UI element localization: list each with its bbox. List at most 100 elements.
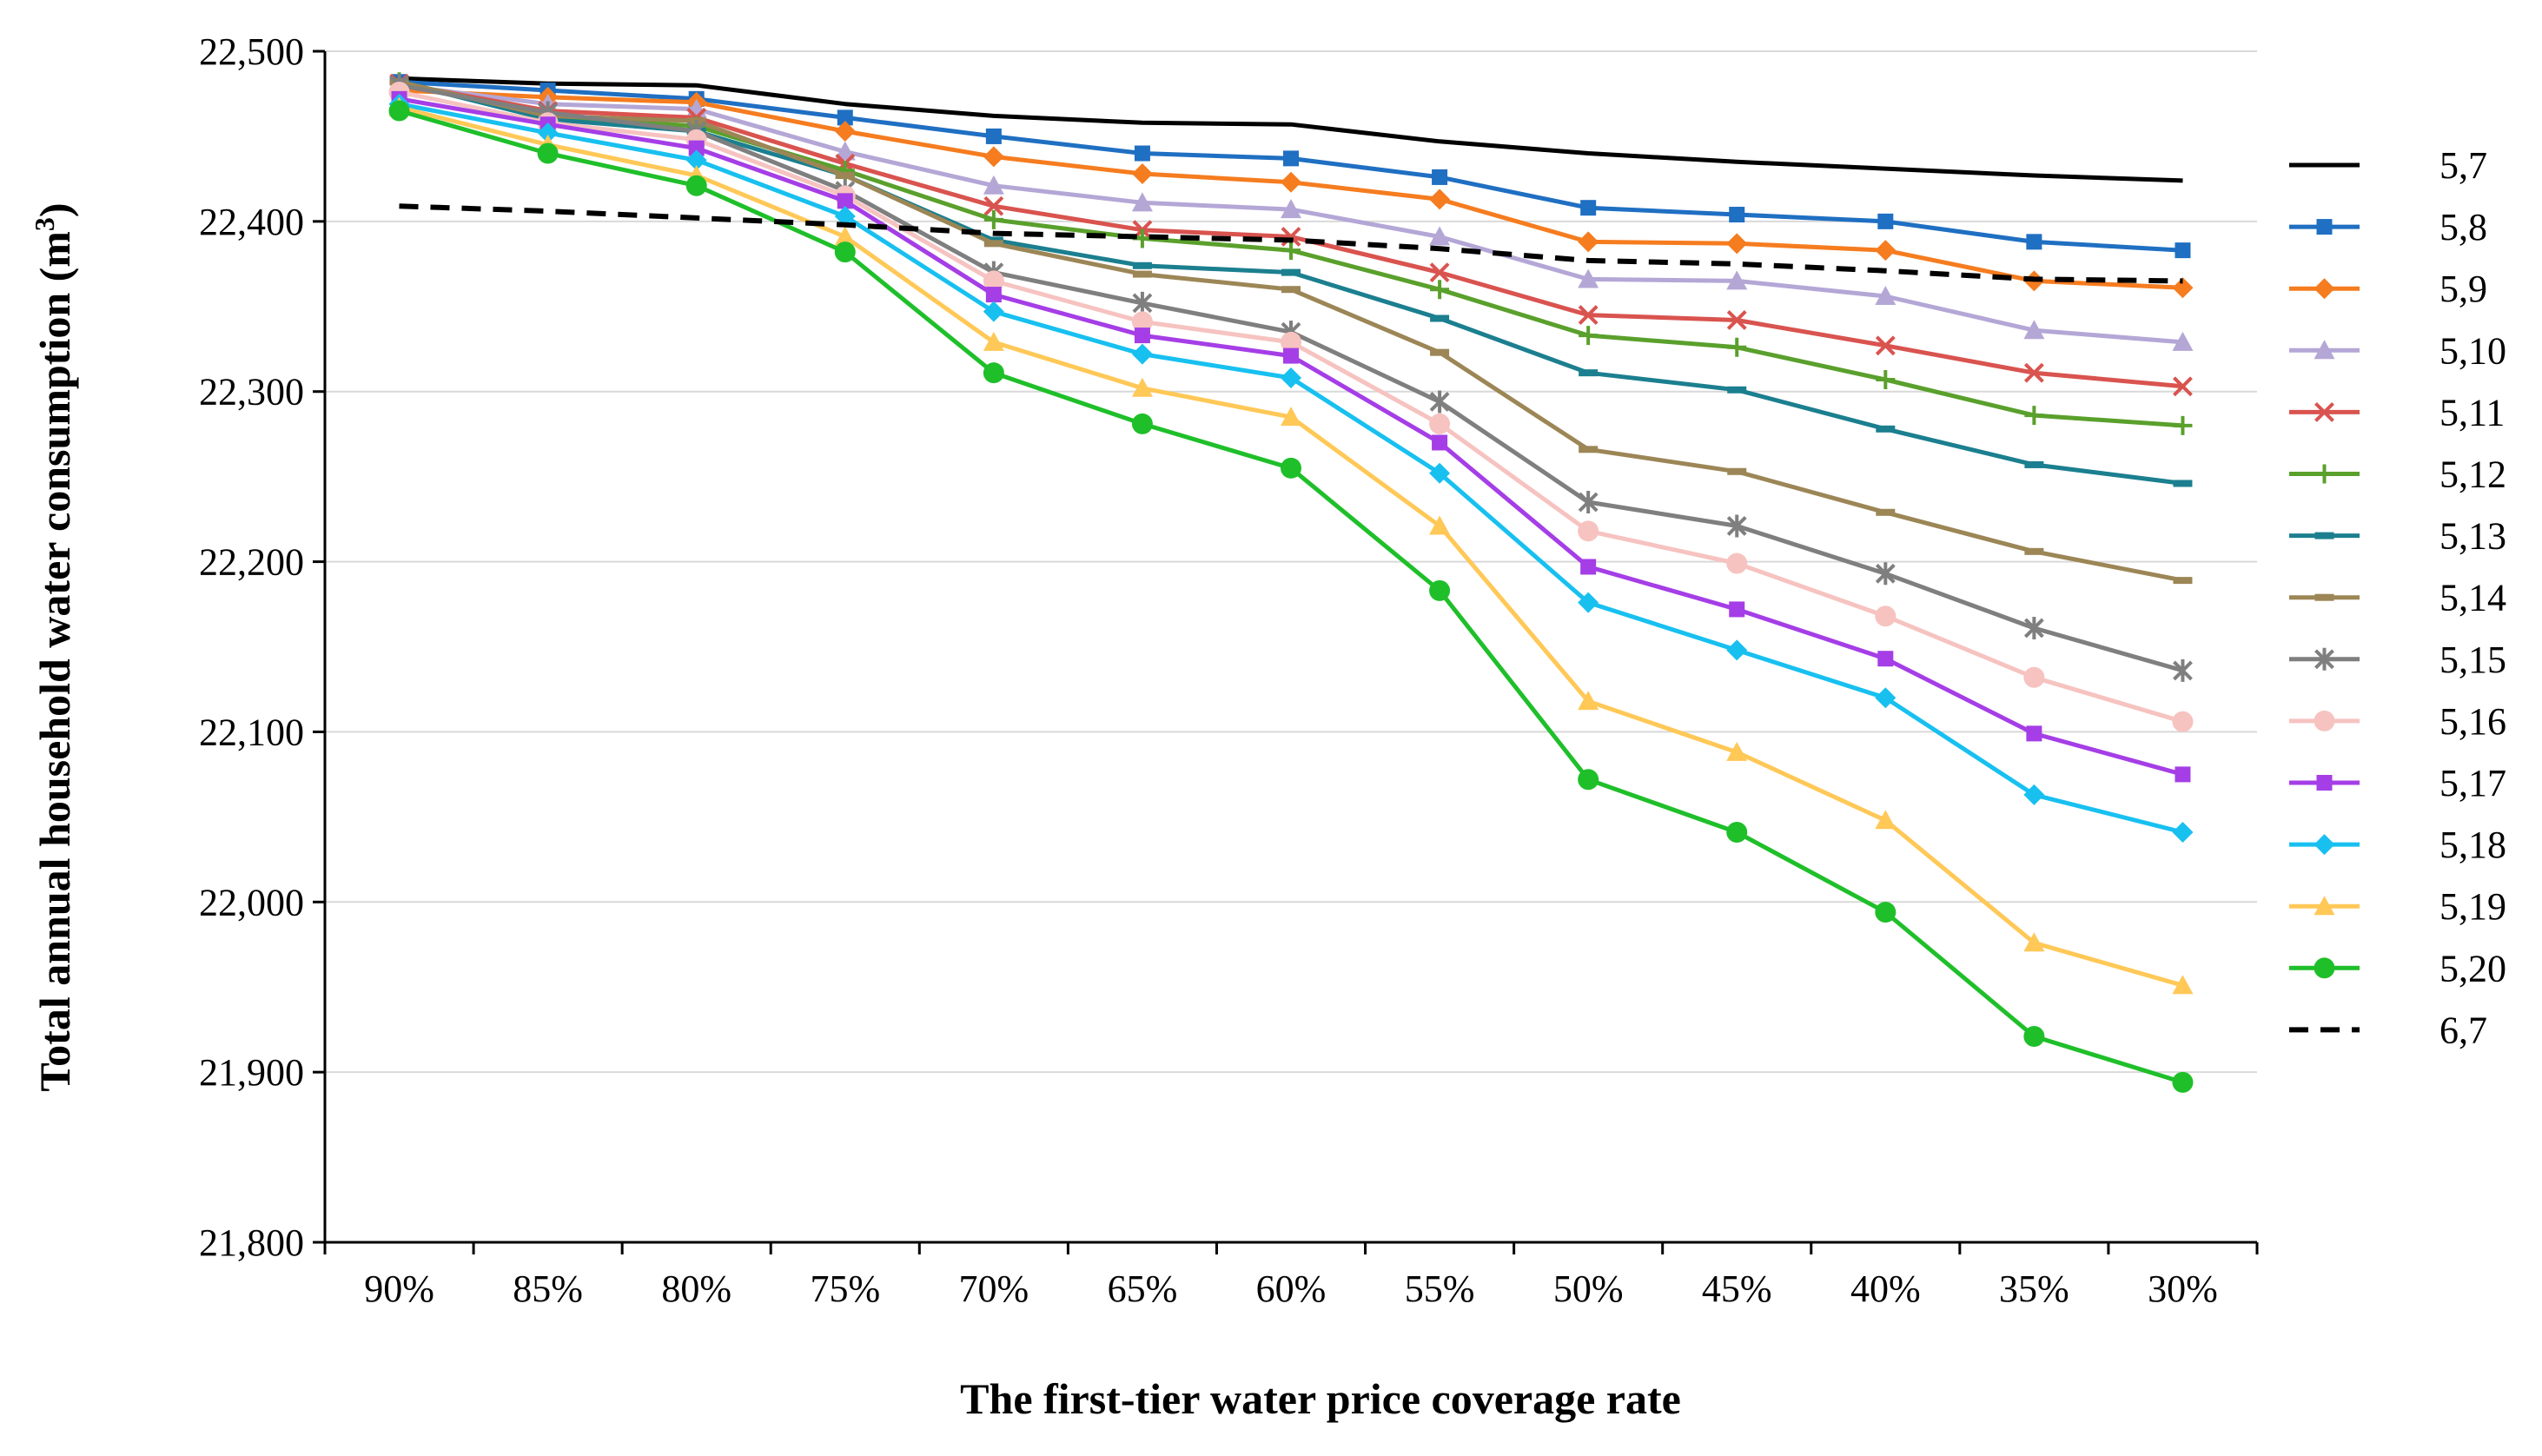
data-point	[1134, 328, 1150, 344]
legend-label: 5,20	[2439, 947, 2506, 989]
data-point	[388, 100, 410, 122]
data-point	[1875, 335, 1896, 356]
data-point	[1726, 233, 1748, 255]
legend-marker	[2314, 532, 2334, 539]
series-line	[399, 203, 2183, 284]
data-point	[1727, 386, 1747, 394]
data-point	[983, 331, 1004, 351]
legend-label: 5,16	[2439, 700, 2506, 743]
data-point	[1877, 213, 1894, 229]
legend-marker	[2314, 710, 2335, 731]
data-point	[1432, 169, 1448, 185]
data-point	[1875, 902, 1897, 923]
data-point	[1876, 370, 1896, 390]
axes: 21,800 21,900 22,000 22,100 22,200 22,300 22,4…	[199, 30, 2259, 1310]
data-point	[1875, 240, 1897, 261]
data-point	[837, 109, 853, 126]
x-axis-title: The first-tier water price coverage rate	[960, 1374, 1681, 1423]
y-tick-label: 22,400	[199, 201, 304, 243]
data-point	[983, 175, 1004, 195]
data-point	[1131, 163, 1153, 185]
legend-marker	[2316, 775, 2333, 791]
legend-label: 5,12	[2439, 453, 2506, 496]
y-axis-title-sup: 3	[29, 217, 60, 231]
x-tick-label: 70%	[959, 1267, 1029, 1310]
data-point	[1579, 446, 1599, 453]
data-point	[2023, 932, 2045, 952]
data-point	[983, 195, 1004, 216]
data-point	[1131, 311, 1153, 333]
data-point	[1578, 491, 1599, 514]
data-point	[837, 193, 853, 209]
legend-label: 5,9	[2439, 268, 2487, 310]
data-point	[1579, 326, 1599, 346]
x-tick-label: 30%	[2148, 1267, 2218, 1310]
legend-marker	[2314, 834, 2335, 856]
legend: 5,7 5,8 5,9 5,10 5,11 5,12 5,13 5,14 5,15 5,16 5,1…	[2289, 144, 2506, 1051]
series-line	[399, 76, 2183, 183]
data-point	[1726, 553, 1748, 574]
data-point	[1578, 305, 1599, 325]
data-point	[1283, 347, 1299, 364]
legend-entry: 5,16	[2289, 700, 2506, 743]
legend-label: 5,14	[2439, 577, 2506, 619]
data-point	[2026, 725, 2042, 742]
data-point	[1726, 821, 1748, 843]
data-point	[1726, 514, 1747, 538]
legend-marker	[2314, 593, 2334, 601]
x-tick-label: 55%	[1405, 1267, 1475, 1310]
legend-label: 5,15	[2439, 639, 2506, 681]
legend-label: 5,8	[2439, 206, 2487, 248]
data-point	[1429, 390, 1450, 414]
data-point	[1429, 579, 1451, 601]
data-point	[834, 121, 856, 142]
data-point	[983, 362, 1004, 384]
data-point	[2172, 711, 2194, 732]
y-tick-label: 21,800	[199, 1221, 304, 1264]
series-5-7	[399, 76, 2183, 183]
data-point	[1131, 377, 1153, 397]
y-tick-label: 22,200	[199, 541, 304, 584]
data-point	[2024, 406, 2044, 426]
data-point	[2172, 1071, 2194, 1093]
legend-entry: 5,8	[2289, 206, 2487, 248]
data-point	[2172, 331, 2194, 351]
series-5-9	[388, 80, 2194, 299]
data-point	[1281, 171, 1301, 193]
data-point	[2023, 362, 2044, 383]
legend-entry: 5,12	[2289, 453, 2506, 496]
data-point	[983, 270, 1004, 292]
data-point	[1132, 261, 1152, 269]
y-axis-title-main: Total annual household water consumption…	[30, 231, 79, 1092]
data-point	[1580, 559, 1597, 575]
data-point	[1281, 199, 1301, 219]
data-point	[1729, 207, 1745, 223]
data-point	[1875, 810, 1897, 830]
data-point	[1132, 270, 1152, 278]
data-point	[2173, 415, 2193, 435]
x-tick-label: 40%	[1850, 1267, 1921, 1310]
legend-label: 5,17	[2439, 762, 2506, 804]
data-point	[1578, 520, 1599, 542]
legend-marker	[2314, 401, 2334, 422]
legend-entry: 5,13	[2289, 515, 2506, 558]
data-point	[834, 205, 856, 227]
data-point	[2173, 480, 2193, 487]
series-5-20	[388, 100, 2194, 1093]
data-point	[983, 146, 1004, 168]
y-tick-label: 22,300	[199, 371, 304, 414]
legend-label: 5,18	[2439, 824, 2506, 866]
data-point	[1429, 413, 1451, 434]
legend-marker	[2314, 647, 2334, 671]
data-point	[1579, 369, 1599, 377]
data-point	[2175, 242, 2191, 259]
legend-label: 5,11	[2439, 391, 2505, 433]
legend-entry: 5,20	[2289, 947, 2506, 989]
legend-entry: 5,18	[2289, 824, 2506, 866]
data-point	[1875, 286, 1897, 306]
legend-label: 5,10	[2439, 329, 2506, 372]
data-point	[1429, 226, 1451, 246]
data-point	[835, 171, 855, 179]
data-point	[1875, 562, 1896, 586]
